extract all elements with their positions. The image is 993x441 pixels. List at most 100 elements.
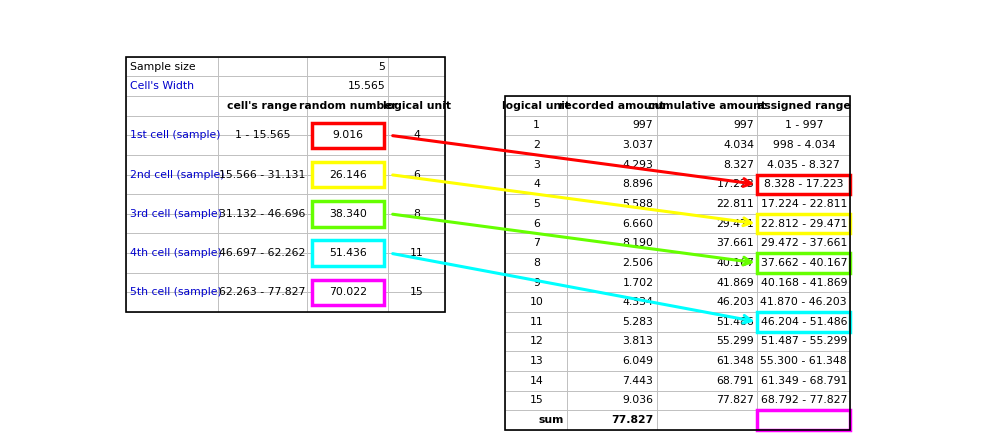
- Bar: [758, 253, 850, 273]
- Bar: [567, 194, 656, 214]
- Bar: [758, 214, 850, 233]
- Text: 2: 2: [533, 140, 540, 150]
- Bar: [126, 194, 217, 214]
- Bar: [656, 253, 758, 273]
- Text: 29.472 - 37.661: 29.472 - 37.661: [761, 238, 847, 248]
- Bar: [307, 96, 388, 116]
- Bar: [758, 175, 850, 194]
- Text: 46.203: 46.203: [716, 297, 755, 307]
- Text: 37.661: 37.661: [717, 238, 755, 248]
- Bar: [758, 233, 850, 253]
- Text: 1.702: 1.702: [623, 277, 653, 288]
- Bar: [388, 253, 445, 273]
- Text: 1st cell (sample): 1st cell (sample): [129, 130, 220, 140]
- Bar: [307, 292, 388, 312]
- Bar: [505, 214, 567, 233]
- Text: 62.263 - 77.827: 62.263 - 77.827: [219, 288, 306, 297]
- Bar: [388, 76, 445, 96]
- Bar: [656, 135, 758, 155]
- Bar: [505, 312, 567, 332]
- Bar: [126, 116, 217, 135]
- Text: 1 - 15.565: 1 - 15.565: [234, 130, 290, 140]
- Bar: [126, 76, 217, 96]
- Bar: [217, 57, 307, 76]
- Text: 6: 6: [533, 219, 540, 229]
- Text: 9.036: 9.036: [623, 396, 653, 405]
- Bar: [656, 155, 758, 175]
- Bar: [217, 175, 307, 194]
- Bar: [567, 371, 656, 391]
- Bar: [307, 194, 388, 214]
- Bar: [505, 135, 567, 155]
- Text: 13: 13: [529, 356, 543, 366]
- Text: 11: 11: [410, 248, 424, 258]
- Text: 40.168 - 41.869: 40.168 - 41.869: [761, 277, 847, 288]
- Bar: [217, 135, 307, 155]
- Text: 51.436: 51.436: [329, 248, 366, 258]
- Text: 1: 1: [533, 120, 540, 131]
- Bar: [758, 96, 850, 116]
- Text: sum: sum: [539, 415, 564, 425]
- Bar: [505, 233, 567, 253]
- Text: recorded amount: recorded amount: [559, 101, 664, 111]
- Text: 15: 15: [529, 396, 543, 405]
- Text: 4: 4: [413, 130, 420, 140]
- Bar: [758, 214, 850, 233]
- Bar: [312, 162, 383, 187]
- Text: 15.566 - 31.131: 15.566 - 31.131: [219, 170, 306, 179]
- Text: 4: 4: [533, 179, 540, 189]
- Bar: [126, 57, 217, 76]
- Bar: [656, 273, 758, 292]
- Text: random number: random number: [299, 101, 397, 111]
- Text: 11: 11: [529, 317, 543, 327]
- Bar: [656, 194, 758, 214]
- Text: 51.486: 51.486: [717, 317, 755, 327]
- Text: 31.132 - 46.696: 31.132 - 46.696: [219, 209, 306, 219]
- Text: 77.827: 77.827: [717, 396, 755, 405]
- Bar: [567, 175, 656, 194]
- Bar: [656, 214, 758, 233]
- Bar: [307, 253, 388, 273]
- Text: 15.565: 15.565: [348, 81, 385, 91]
- Text: 8.328 - 17.223: 8.328 - 17.223: [764, 179, 843, 189]
- Text: 12: 12: [529, 336, 543, 347]
- Bar: [505, 96, 850, 430]
- Text: cumulative amount: cumulative amount: [647, 101, 766, 111]
- Text: 4.034: 4.034: [723, 140, 755, 150]
- Text: 46.697 - 62.262: 46.697 - 62.262: [219, 248, 306, 258]
- Bar: [307, 233, 388, 253]
- Text: 55.300 - 61.348: 55.300 - 61.348: [761, 356, 847, 366]
- Bar: [505, 273, 567, 292]
- Bar: [656, 233, 758, 253]
- Bar: [656, 96, 758, 116]
- Text: 17.224 - 22.811: 17.224 - 22.811: [761, 199, 847, 209]
- Bar: [307, 135, 388, 155]
- Bar: [758, 116, 850, 135]
- Bar: [505, 116, 567, 135]
- Text: 10: 10: [529, 297, 543, 307]
- Bar: [758, 273, 850, 292]
- Text: 8.327: 8.327: [723, 160, 755, 170]
- Text: 6: 6: [413, 170, 420, 179]
- Text: 9.016: 9.016: [333, 130, 363, 140]
- Bar: [758, 351, 850, 371]
- Bar: [312, 280, 383, 305]
- Text: 8: 8: [413, 209, 420, 219]
- Text: 6.660: 6.660: [623, 219, 653, 229]
- Bar: [656, 371, 758, 391]
- Bar: [656, 332, 758, 351]
- Bar: [388, 96, 445, 116]
- Bar: [567, 96, 656, 116]
- Bar: [505, 332, 567, 351]
- Text: 55.299: 55.299: [717, 336, 755, 347]
- Bar: [388, 194, 445, 214]
- Text: 29.471: 29.471: [717, 219, 755, 229]
- Bar: [567, 292, 656, 312]
- Text: 5: 5: [533, 199, 540, 209]
- Bar: [126, 233, 217, 253]
- Text: 9: 9: [533, 277, 540, 288]
- Bar: [388, 116, 445, 135]
- Bar: [567, 253, 656, 273]
- Bar: [126, 57, 445, 312]
- Bar: [758, 410, 850, 430]
